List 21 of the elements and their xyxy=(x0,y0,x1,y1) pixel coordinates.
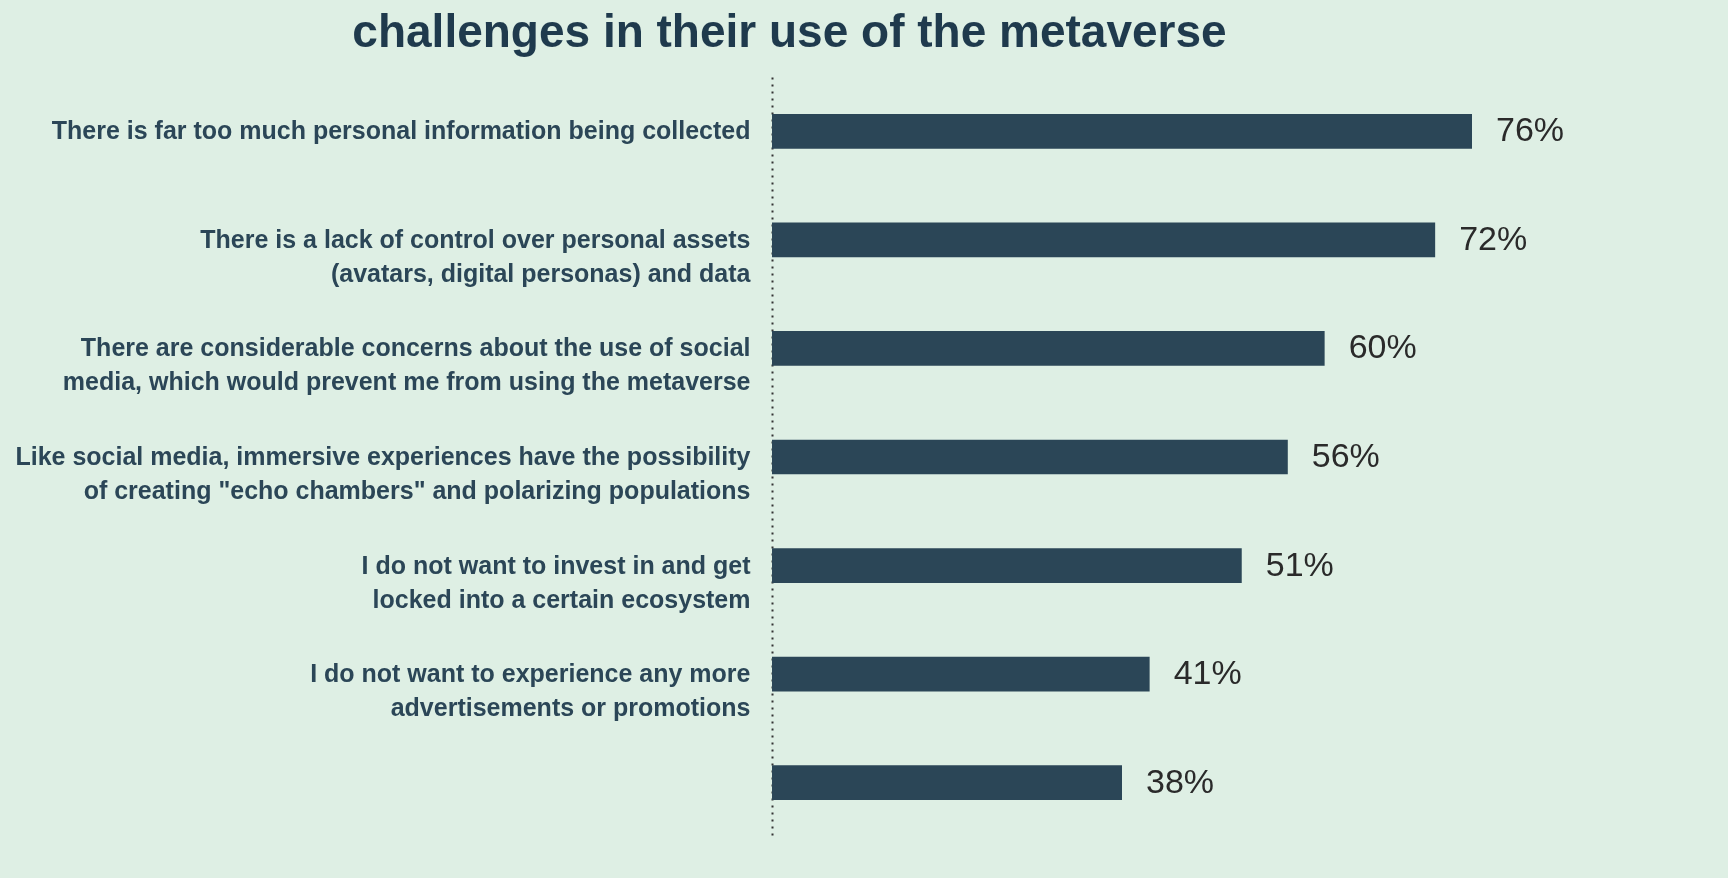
data-label: 51% xyxy=(1265,544,1334,583)
bar xyxy=(772,331,1325,366)
data-label: 60% xyxy=(1348,327,1417,366)
data-label: 76% xyxy=(1496,110,1565,149)
bar xyxy=(772,222,1436,258)
y-tick-label: There is a lack of control over personal assets (avatars, digital personas) and data xyxy=(200,224,752,287)
bar xyxy=(772,656,1150,692)
y-tick-label: There are considerable concerns about the use of social media, which would prevent me from using the metaverse xyxy=(62,333,751,396)
bar xyxy=(772,439,1288,475)
chart-title: challenges in their use of the metaverse xyxy=(352,5,1227,57)
data-label: 41% xyxy=(1173,653,1242,692)
data-label: 72% xyxy=(1459,218,1528,257)
bar xyxy=(772,765,1122,801)
data-label: 38% xyxy=(1146,761,1215,800)
bar xyxy=(772,548,1242,583)
y-tick-label: Like social media, immersive experiences have the possibility of creating "echo chambers" and polarizing populations xyxy=(15,442,751,504)
y-tick-label: There is far too much personal information being collected xyxy=(51,116,751,145)
bar xyxy=(772,113,1472,149)
data-label: 56% xyxy=(1311,436,1380,474)
y-tick-label: I do not want to experience any more advertisements or promotions xyxy=(310,659,751,722)
y-tick-label: I do not want to invest in and get locked into a certain ecosystem xyxy=(361,550,752,613)
